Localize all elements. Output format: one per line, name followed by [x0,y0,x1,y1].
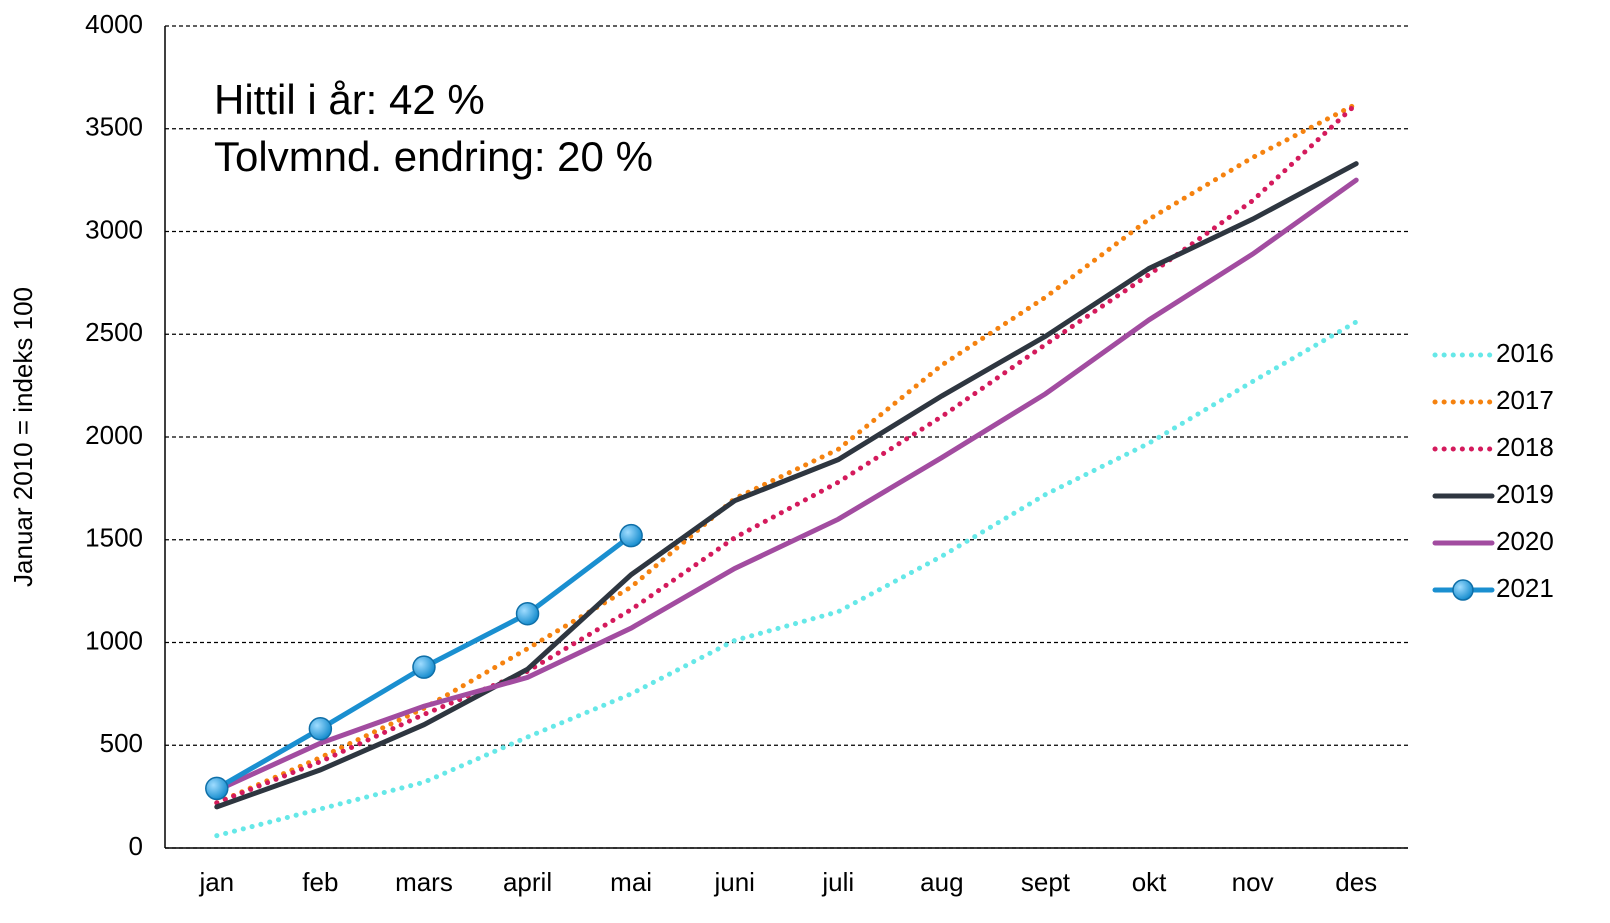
y-tick-label: 4000 [85,9,143,39]
x-tick-label: des [1335,867,1377,897]
data-point [205,776,229,801]
x-tick-label: mars [395,867,453,897]
series-line [214,161,1359,810]
y-tick-label: 3000 [85,214,143,244]
legend-label: 2019 [1496,479,1554,509]
legend-marker [1452,579,1474,601]
legend-label: 2018 [1496,432,1554,462]
x-tick-label: nov [1232,867,1274,897]
y-tick-label: 0 [129,831,143,861]
y-tick-label: 2500 [85,317,143,347]
x-tick-label: juli [821,867,854,897]
legend-label: 2017 [1496,385,1554,415]
y-tick-label: 2000 [85,420,143,450]
x-tick-label: mai [610,867,652,897]
data-point [412,655,436,679]
y-tick-label: 1500 [85,523,143,553]
series-line [214,319,1359,839]
y-axis-label: Januar 2010 = indeks 100 [8,287,38,587]
y-tick-label: 500 [100,728,143,758]
annotation: Tolvmnd. endring: 20 % [214,133,653,180]
x-tick-label: feb [302,867,338,897]
series-line [214,101,1359,806]
legend-label: 2020 [1496,526,1554,556]
data-point [619,523,643,548]
series-line [214,101,1359,806]
x-tick-label: sept [1021,867,1071,897]
legend-label: 2016 [1496,338,1554,368]
x-tick-label: jan [198,867,234,897]
legend-label: 2021 [1496,573,1554,603]
y-tick-label: 3500 [85,112,143,142]
data-point [515,601,540,626]
x-tick-label: april [503,867,552,897]
series-line [214,177,1359,793]
x-tick-label: aug [920,867,963,897]
x-tick-label: juni [713,867,754,897]
y-tick-label: 1000 [85,625,143,655]
annotation: Hittil i år: 42 % [214,76,485,123]
x-tick-label: okt [1132,867,1167,897]
data-point [308,717,333,741]
